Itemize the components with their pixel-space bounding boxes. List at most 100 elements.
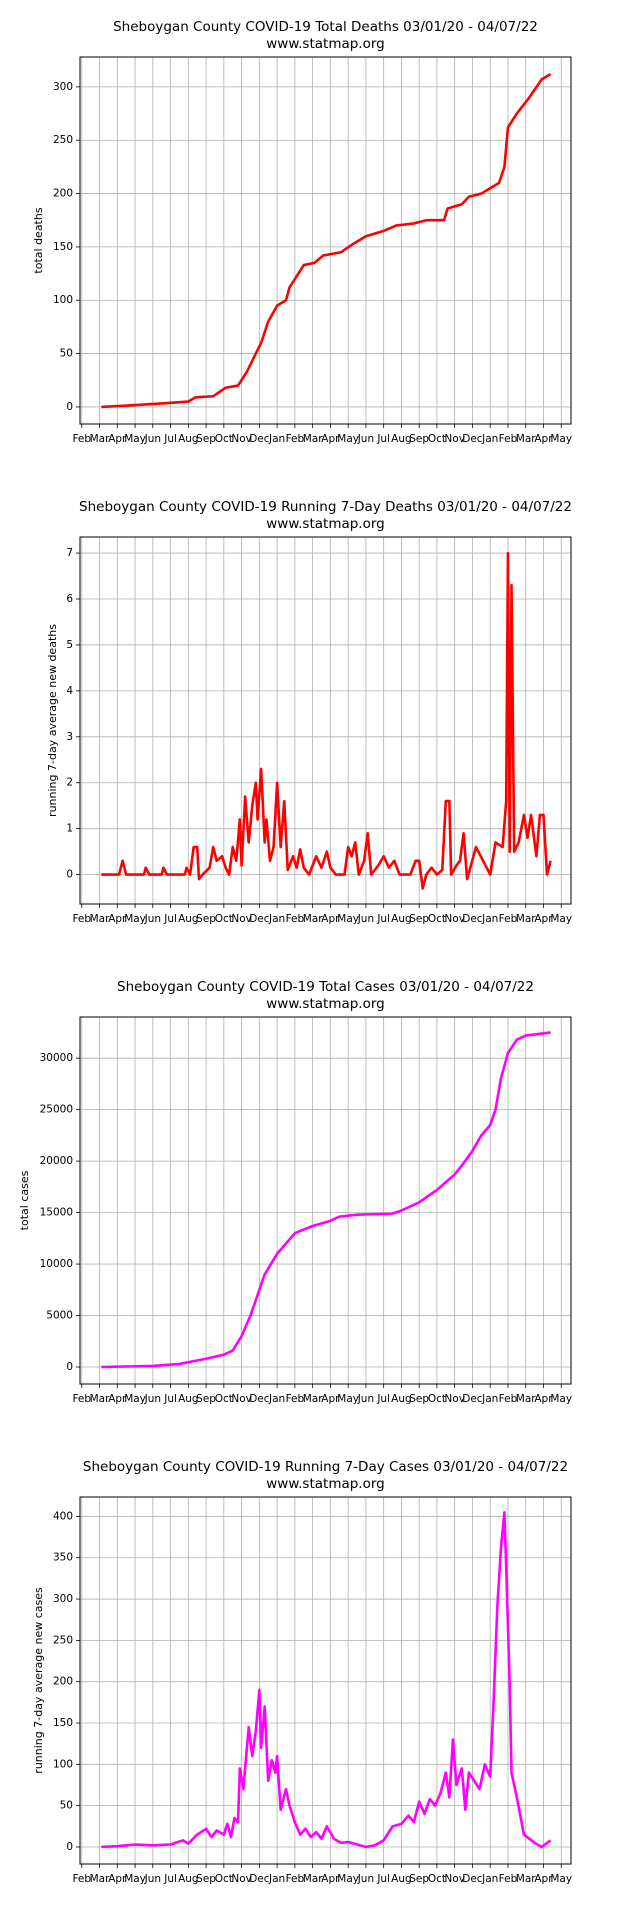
x-tick-label: Oct bbox=[428, 1393, 446, 1405]
y-tick-label: 100 bbox=[53, 294, 73, 306]
x-tick-label: Dec bbox=[462, 913, 483, 925]
x-tick-label: Mar bbox=[90, 433, 110, 445]
x-tick-label: Jul bbox=[163, 1873, 177, 1885]
x-tick-label: Mar bbox=[516, 913, 536, 925]
x-tick-label: Aug bbox=[391, 433, 412, 445]
chart-subtitle: www.statmap.org bbox=[266, 996, 385, 1012]
plot-frame bbox=[79, 536, 572, 905]
x-tick-label: Sep bbox=[196, 1873, 216, 1885]
x-tick-label: Apr bbox=[108, 1393, 127, 1405]
x-tick-label: May bbox=[124, 1873, 146, 1885]
x-tick-label: May bbox=[124, 433, 146, 445]
x-tick-label: May bbox=[550, 433, 572, 445]
x-tick-label: Feb bbox=[499, 1873, 518, 1885]
chart: Sheboygan County COVID-19 Total Cases 03… bbox=[18, 979, 572, 1405]
x-tick-label: Jul bbox=[376, 913, 390, 925]
x-tick-label: Jun bbox=[357, 1393, 374, 1405]
y-tick-label: 0 bbox=[66, 1841, 73, 1853]
y-tick-label: 50 bbox=[60, 348, 73, 360]
x-tick-label: Sep bbox=[409, 1873, 429, 1885]
chart-subtitle: www.statmap.org bbox=[266, 516, 385, 532]
x-tick-label: Dec bbox=[249, 913, 270, 925]
x-tick-label: May bbox=[337, 1393, 359, 1405]
x-tick-label: Feb bbox=[72, 1873, 91, 1885]
x-tick-label: Sep bbox=[409, 913, 429, 925]
x-tick-label: Jan bbox=[481, 1873, 498, 1885]
x-tick-label: Sep bbox=[409, 1393, 429, 1405]
y-tick-label: 50 bbox=[60, 1800, 73, 1812]
y-tick-label: 7 bbox=[66, 547, 73, 559]
x-tick-label: Mar bbox=[303, 1873, 323, 1885]
x-tick-label: Feb bbox=[499, 433, 518, 445]
y-tick-label: 400 bbox=[53, 1510, 73, 1522]
x-tick-label: May bbox=[550, 1393, 572, 1405]
x-tick-label: Jan bbox=[268, 913, 285, 925]
y-tick-label: 30000 bbox=[40, 1052, 73, 1064]
x-tick-label: May bbox=[337, 433, 359, 445]
x-tick-label: Jul bbox=[376, 1873, 390, 1885]
x-tick-label: May bbox=[337, 1873, 359, 1885]
x-tick-label: May bbox=[550, 913, 572, 925]
x-tick-label: Aug bbox=[178, 1873, 199, 1885]
y-tick-label: 3 bbox=[66, 731, 73, 743]
x-tick-label: Oct bbox=[428, 1873, 446, 1885]
plot-frame bbox=[79, 1496, 572, 1865]
y-tick-label: 0 bbox=[66, 1361, 73, 1373]
x-tick-label: Jan bbox=[481, 913, 498, 925]
x-tick-label: Jun bbox=[144, 913, 161, 925]
x-tick-label: Jul bbox=[163, 433, 177, 445]
x-tick-label: Jun bbox=[357, 913, 374, 925]
chart: Sheboygan County COVID-19 Running 7-Day … bbox=[32, 1459, 572, 1885]
y-tick-label: 200 bbox=[53, 1676, 73, 1688]
chart-title: Sheboygan County COVID-19 Total Deaths 0… bbox=[113, 19, 538, 35]
x-tick-label: Jan bbox=[481, 433, 498, 445]
chart-subtitle: www.statmap.org bbox=[266, 1476, 385, 1492]
x-tick-label: Feb bbox=[72, 433, 91, 445]
x-tick-label: Jun bbox=[357, 433, 374, 445]
x-tick-label: Jun bbox=[144, 1393, 161, 1405]
y-axis-label: running 7-day average new cases bbox=[32, 1587, 45, 1774]
x-tick-label: Jun bbox=[144, 433, 161, 445]
x-tick-label: Jun bbox=[144, 1873, 161, 1885]
data-line bbox=[101, 1031, 551, 1369]
x-tick-label: Feb bbox=[72, 913, 91, 925]
x-tick-label: Feb bbox=[286, 433, 305, 445]
data-line bbox=[101, 551, 552, 890]
x-tick-label: Jul bbox=[376, 1393, 390, 1405]
chart-subtitle: www.statmap.org bbox=[266, 36, 385, 52]
y-tick-label: 5000 bbox=[46, 1310, 73, 1322]
x-tick-label: Sep bbox=[196, 913, 216, 925]
x-tick-label: Jan bbox=[268, 433, 285, 445]
x-tick-label: Apr bbox=[321, 1393, 340, 1405]
y-tick-label: 20000 bbox=[40, 1155, 73, 1167]
x-tick-label: Aug bbox=[178, 913, 199, 925]
chart-title: Sheboygan County COVID-19 Running 7-Day … bbox=[83, 1459, 568, 1475]
x-tick-label: May bbox=[124, 913, 146, 925]
x-tick-label: Jan bbox=[268, 1873, 285, 1885]
x-tick-label: Feb bbox=[286, 913, 305, 925]
x-tick-label: Mar bbox=[516, 1393, 536, 1405]
x-tick-label: Mar bbox=[516, 433, 536, 445]
x-tick-label: Jul bbox=[163, 1393, 177, 1405]
x-tick-label: Aug bbox=[391, 1393, 412, 1405]
x-tick-label: Dec bbox=[249, 1393, 270, 1405]
y-tick-label: 300 bbox=[53, 81, 73, 93]
y-axis-label: running 7-day average new deaths bbox=[46, 624, 59, 817]
x-tick-label: Oct bbox=[215, 1873, 233, 1885]
y-tick-label: 350 bbox=[53, 1552, 73, 1564]
y-tick-label: 10000 bbox=[40, 1258, 73, 1270]
y-axis-label: total deaths bbox=[32, 207, 45, 273]
y-tick-label: 250 bbox=[53, 134, 73, 146]
plot-frame bbox=[79, 56, 572, 425]
x-tick-label: Oct bbox=[215, 1393, 233, 1405]
x-tick-label: Jul bbox=[163, 913, 177, 925]
x-tick-label: Dec bbox=[249, 1873, 270, 1885]
y-tick-label: 4 bbox=[66, 685, 73, 697]
y-tick-label: 150 bbox=[53, 1717, 73, 1729]
x-tick-label: Apr bbox=[321, 913, 340, 925]
x-tick-label: Mar bbox=[90, 1393, 110, 1405]
x-tick-label: Dec bbox=[462, 1393, 483, 1405]
x-tick-label: Mar bbox=[90, 913, 110, 925]
x-tick-label: Nov bbox=[231, 433, 252, 445]
x-tick-label: Oct bbox=[215, 433, 233, 445]
